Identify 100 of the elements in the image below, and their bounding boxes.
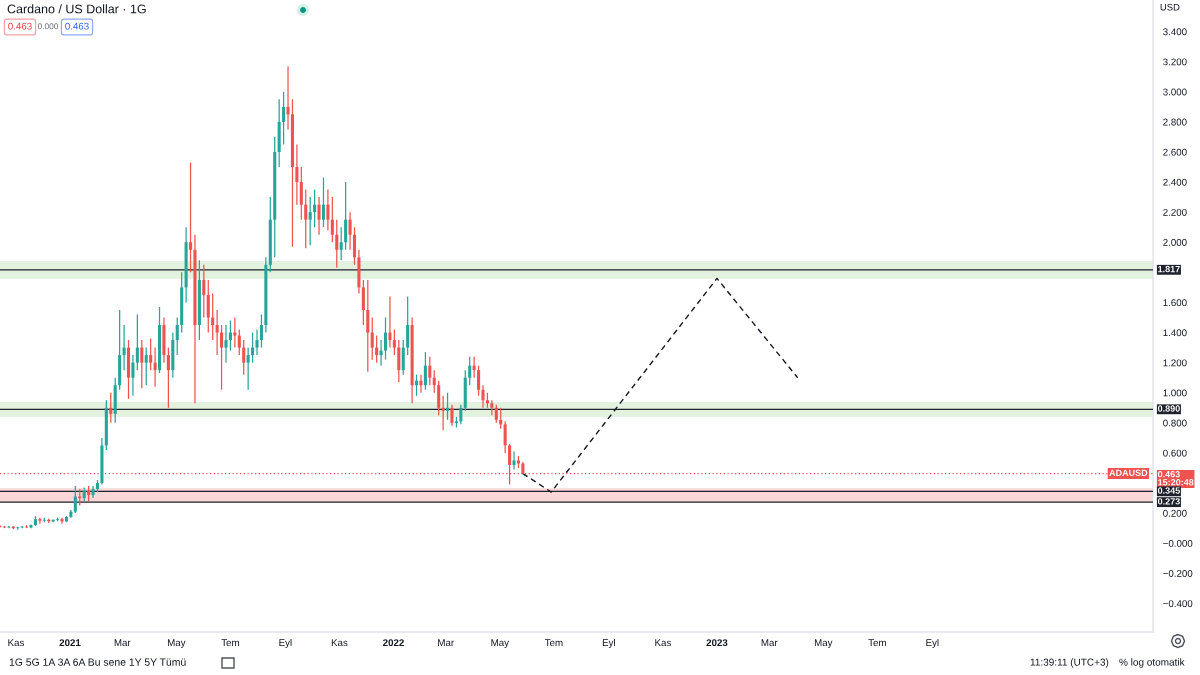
candlestick [375,334,379,364]
y-tick-label: 2.000 [1163,239,1187,246]
x-tick-label: Tem [868,639,886,647]
candlestick [432,369,436,394]
candlestick [406,295,410,356]
candlestick [348,211,352,251]
candlestick [295,143,299,206]
annotation: ADAUSD [1109,469,1148,476]
y-axis-title: USD [1160,3,1180,11]
x-tick-label: Eyl [279,638,292,649]
candlestick [233,316,237,349]
text: % log otomatik [1119,658,1185,668]
candlestick [370,316,374,361]
y-tick-label: 1.600 [1163,299,1187,307]
candlestick [383,316,388,361]
candlestick [352,226,357,266]
candlestick [282,91,286,146]
annotation: 0.000 [37,23,59,30]
y-tick-label: 2.800 [1163,118,1187,126]
candlestick [299,166,303,221]
candlestick [237,328,241,356]
y-tick-label: 3.400 [1163,28,1187,36]
candlestick [459,404,463,425]
x-tick-label: Mar [438,639,454,647]
text: 1G 5G 1A 3A 6A Bu sene 1Y 5Y Tümü [9,658,186,666]
candlestick [206,279,210,334]
candlestick [468,356,472,386]
candlestick [419,374,423,394]
candlestick [166,346,170,409]
candlestick [175,316,179,356]
ref-line-label: 0.273 [1157,498,1180,505]
x-tick-label: Tem [221,639,239,647]
y-tick-label: 2.200 [1163,208,1187,216]
candlestick [308,196,312,246]
x-tick-label: Tem [544,639,563,647]
candlestick [446,392,450,421]
x-tick-label: 2022 [383,639,404,647]
y-tick-label: −0.200 [1163,570,1193,577]
candlestick [211,292,215,341]
candlestick [317,196,321,236]
candlestick [255,328,259,356]
candlestick [397,339,401,383]
y-tick-label: 1.400 [1163,329,1187,337]
candlestick [477,365,481,397]
y-tick-label: 3.000 [1163,88,1187,96]
candlestick [153,346,157,388]
x-tick-label: Mar [114,639,131,647]
x-tick-label: Mar [761,639,778,647]
ref-line-label: 0.345 [1157,487,1180,494]
candlestick [428,356,432,386]
candlestick [60,517,64,525]
candlestick [73,485,77,514]
y-tick-label: 0.200 [1163,509,1187,517]
candlestick [215,309,219,356]
candlestick [149,337,153,371]
candlestick [330,196,334,243]
candlestick [450,404,454,427]
candlestick [220,324,224,391]
y-tick-label: 1.200 [1163,359,1187,367]
candlestick [423,351,427,391]
x-tick-label: 2021 [59,639,81,647]
ref-line-label: 0.463 15:20:48 [1157,470,1194,486]
candlestick [494,404,498,424]
y-tick-label: 0.600 [1163,449,1187,457]
candlestick [259,313,263,349]
candlestick [392,328,396,356]
candlestick [135,313,139,371]
candlestick [202,264,206,319]
candlestick [122,324,126,371]
candlestick [38,517,42,525]
ref-line-label: 0.890 [1157,405,1180,412]
x-tick-label: Kas [331,639,348,647]
y-tick-label: 0.800 [1163,419,1187,427]
candlestick [388,295,392,349]
chart-title: Cardano / US Dollar · 1G [7,4,146,14]
candlestick [144,346,148,386]
y-tick-label: −0.000 [1163,539,1193,547]
candlestick [242,339,246,376]
candlestick [321,176,326,228]
candlestick [188,161,193,273]
candlestick [335,219,339,269]
x-tick-label: 2023 [706,639,728,647]
annotation: 0.463 [8,22,32,30]
text: 11:39:11 (UTC+3) [1030,658,1109,668]
candlestick [441,395,445,431]
candlestick [344,181,348,251]
y-tick-label: 2.600 [1163,148,1187,156]
y-tick-label: −0.400 [1163,600,1193,608]
candlestick [246,346,250,391]
candlestick [304,188,308,249]
candlestick [228,319,232,352]
x-tick-label: May [167,639,186,649]
candlestick [224,324,228,364]
x-tick-label: Kas [655,639,671,647]
candlestick [366,279,370,373]
candlestick [251,331,255,364]
candlestick [490,399,494,416]
y-tick-label: 3.200 [1163,58,1187,66]
candlestick [339,226,343,261]
candlestick [437,380,441,416]
